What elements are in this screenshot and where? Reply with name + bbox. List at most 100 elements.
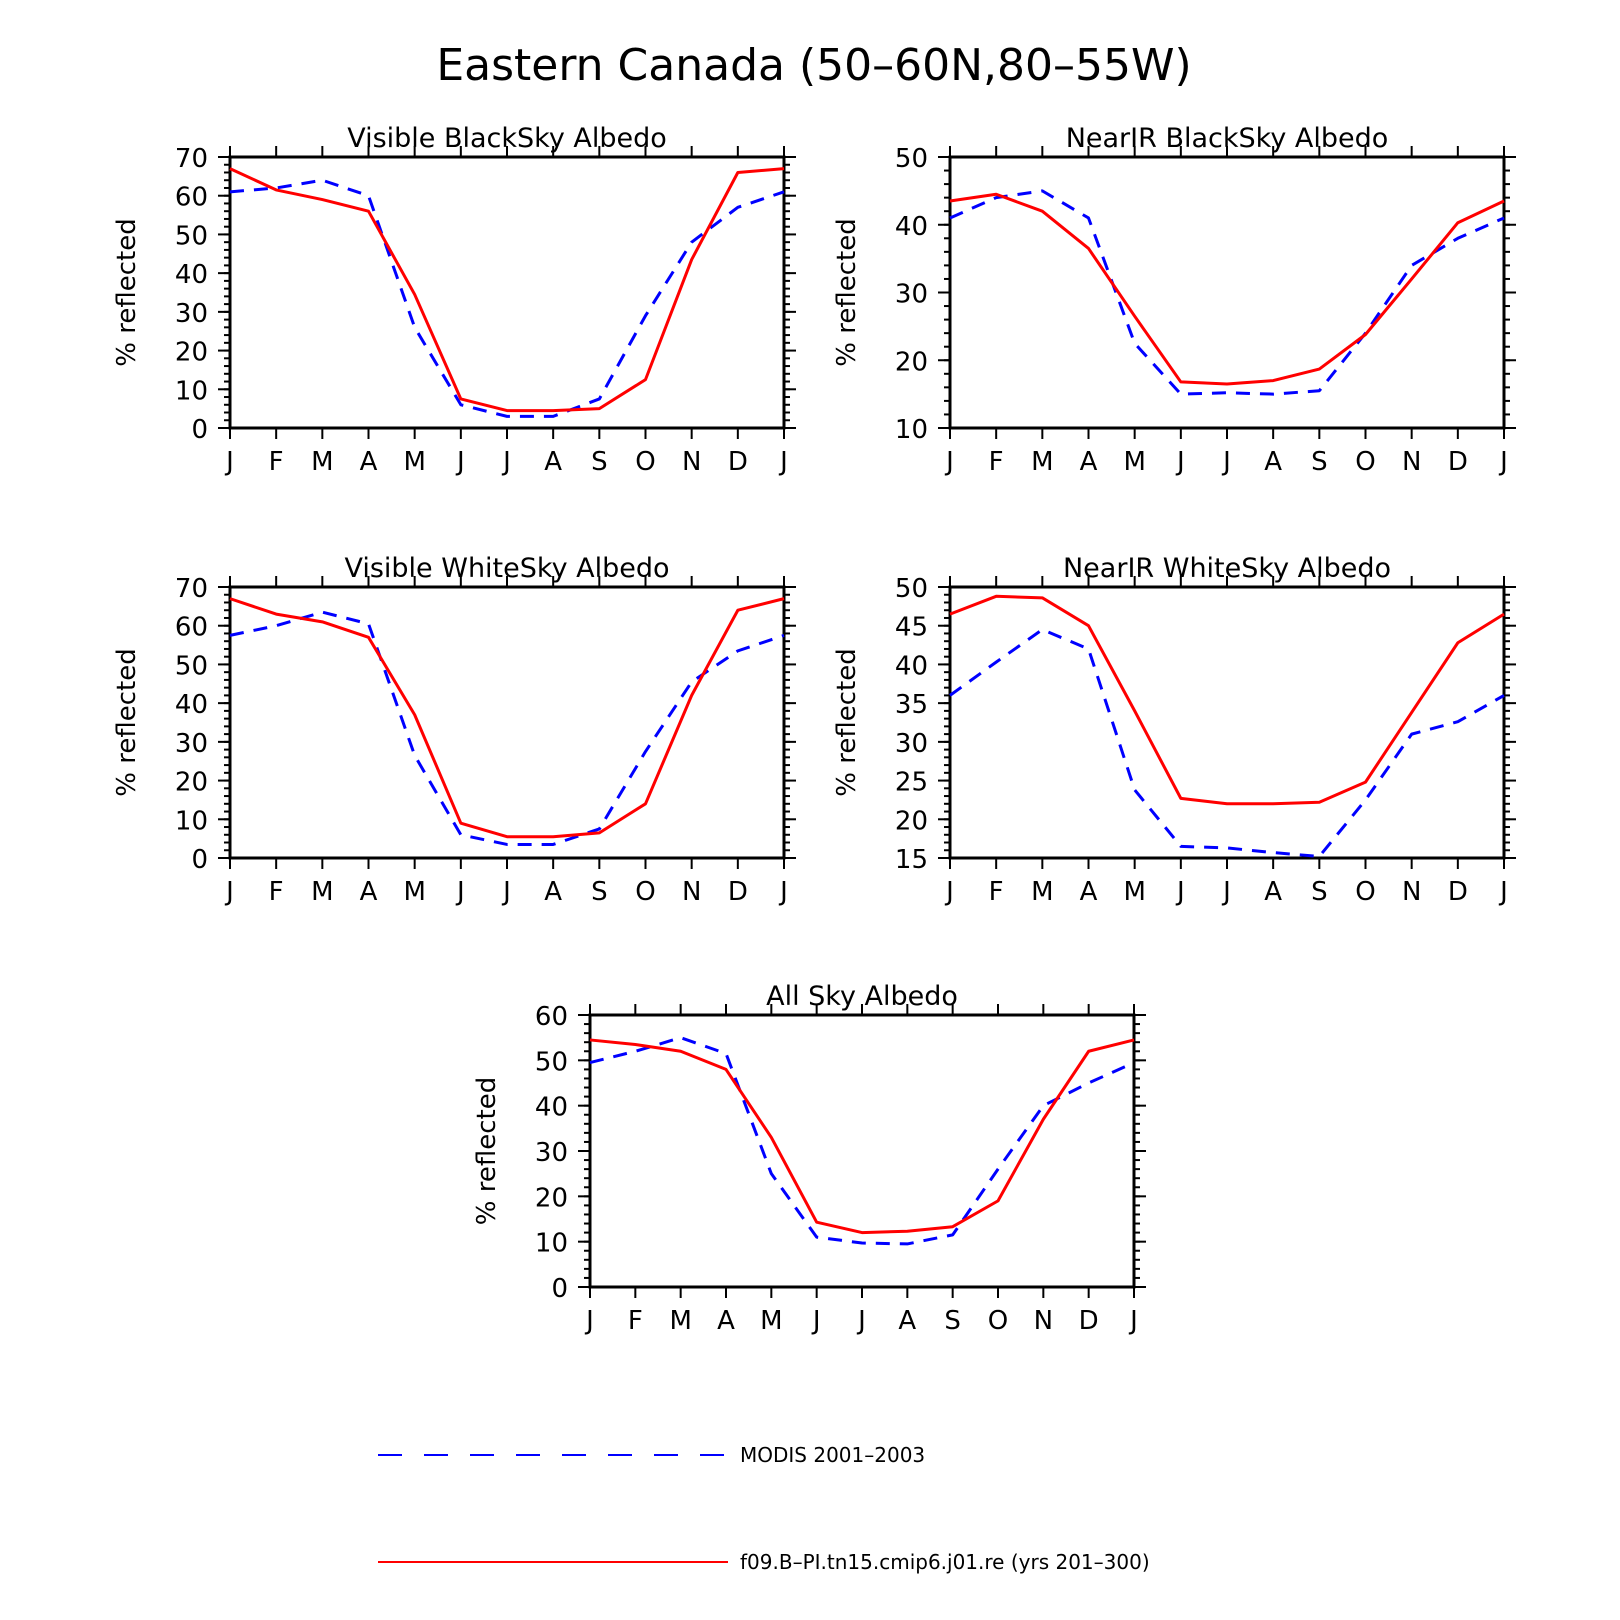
x-tick-label: D — [728, 447, 748, 477]
data-point-modis — [505, 414, 509, 418]
data-point-modis — [1317, 389, 1321, 393]
data-point-model — [1179, 796, 1183, 800]
data-point-model — [1271, 802, 1275, 806]
data-point-model — [644, 802, 648, 806]
y-tick-label: 20 — [175, 338, 208, 368]
series-line-modis — [229, 610, 785, 846]
data-point-model — [551, 835, 555, 839]
data-point-modis — [951, 1233, 955, 1237]
legend: MODIS 2001–2003 f09.B–PI.tn15.cmip6.j01.… — [378, 1443, 1150, 1574]
data-point-model — [815, 1220, 819, 1224]
data-point-model — [769, 1135, 773, 1139]
data-point-modis — [1179, 392, 1183, 396]
x-tick-label: M — [1123, 447, 1145, 477]
y-tick-label: 70 — [175, 144, 208, 174]
x-tick-label: A — [544, 877, 562, 907]
data-point-modis — [948, 693, 952, 697]
data-point-modis — [1087, 216, 1091, 220]
data-point-model — [1317, 367, 1321, 371]
x-tick-label: J — [944, 877, 954, 907]
series-line-model — [229, 597, 785, 839]
x-tick-label: J — [584, 1306, 594, 1336]
data-point-modis — [1041, 1104, 1045, 1108]
data-point-modis — [320, 178, 324, 182]
data-point-model — [644, 378, 648, 382]
data-point-modis — [736, 205, 740, 209]
x-tick-label: O — [988, 1306, 1008, 1336]
y-tick-label: 0 — [551, 1274, 568, 1304]
x-tick-label: O — [635, 877, 655, 907]
data-point-model — [413, 292, 417, 296]
x-tick-label: S — [1311, 447, 1328, 477]
x-tick-label: M — [1123, 877, 1145, 907]
x-tick-label: J — [501, 447, 511, 477]
data-point-modis — [1040, 628, 1044, 632]
x-tick-label: J — [455, 877, 465, 907]
y-tick-label: 20 — [175, 768, 208, 798]
data-point-model — [459, 821, 463, 825]
x-tick-label: D — [1448, 877, 1468, 907]
data-point-model — [860, 1231, 864, 1235]
data-point-modis — [996, 1167, 1000, 1171]
y-tick-label: 60 — [175, 613, 208, 643]
y-tick-label: 50 — [175, 651, 208, 681]
x-tick-label: J — [1498, 877, 1508, 907]
data-point-model — [1225, 382, 1229, 386]
x-tick-label: J — [856, 1306, 866, 1336]
x-tick-label: J — [811, 1306, 821, 1336]
data-point-modis — [1271, 392, 1275, 396]
data-point-model — [320, 198, 324, 202]
data-point-model — [1133, 314, 1137, 318]
data-point-model — [597, 407, 601, 411]
data-point-modis — [228, 633, 232, 637]
main-title: Eastern Canada (50–60N,80–55W) — [436, 40, 1191, 91]
data-point-model — [320, 620, 324, 624]
data-point-modis — [724, 1052, 728, 1056]
data-point-model — [1087, 1049, 1091, 1053]
data-point-modis — [551, 842, 555, 846]
plot-frame — [588, 1013, 1136, 1289]
y-tick-label: 40 — [175, 260, 208, 290]
data-point-modis — [1133, 788, 1137, 792]
data-point-modis — [644, 750, 648, 754]
data-point-modis — [994, 660, 998, 664]
y-tick-label: 50 — [895, 574, 928, 604]
series-line-modis — [949, 628, 1505, 858]
y-tick-label: 40 — [535, 1093, 568, 1123]
x-tick-label: A — [717, 1306, 735, 1336]
data-point-modis — [690, 240, 694, 244]
x-tick-label: J — [778, 877, 788, 907]
legend-label-modis: MODIS 2001–2003 — [740, 1443, 925, 1467]
data-point-modis — [815, 1235, 819, 1239]
data-point-model — [1364, 780, 1368, 784]
series-line-modis — [589, 1036, 1135, 1246]
data-point-modis — [1410, 263, 1414, 267]
x-tick-label: S — [591, 877, 608, 907]
data-point-model — [1041, 1117, 1045, 1121]
x-tick-label: N — [1402, 447, 1421, 477]
data-point-modis — [367, 194, 371, 198]
x-tick-label: M — [760, 1306, 782, 1336]
series-line-model — [949, 192, 1505, 386]
y-tick-label: 40 — [895, 212, 928, 242]
x-tick-label: F — [989, 447, 1004, 477]
data-point-model — [1364, 333, 1368, 337]
data-point-modis — [597, 397, 601, 401]
y-axis-label: % reflected — [472, 1077, 502, 1225]
y-tick-label: 20 — [535, 1183, 568, 1213]
x-tick-label: F — [269, 447, 284, 477]
data-point-model — [782, 167, 786, 171]
data-point-model — [228, 167, 232, 171]
data-point-modis — [367, 622, 371, 626]
y-tick-label: 10 — [175, 376, 208, 406]
x-tick-label: S — [944, 1306, 961, 1336]
data-point-model — [1410, 277, 1414, 281]
x-tick-label: J — [778, 447, 788, 477]
y-tick-label: 30 — [175, 729, 208, 759]
x-tick-label: A — [1080, 447, 1098, 477]
x-tick-label: A — [360, 447, 378, 477]
data-point-modis — [679, 1036, 683, 1040]
data-point-modis — [690, 680, 694, 684]
